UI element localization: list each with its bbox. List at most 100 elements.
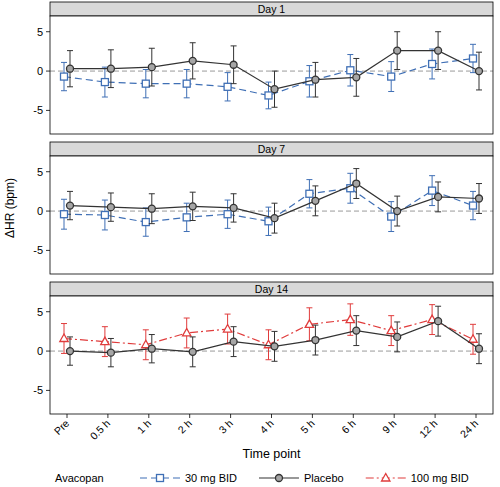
- error-bar-cap: [266, 207, 272, 208]
- error-bar-cap: [476, 363, 482, 364]
- panel-strip: [50, 2, 493, 16]
- x-tick: [435, 414, 436, 418]
- point: [271, 215, 278, 222]
- point: [271, 343, 278, 350]
- error-bar-cap: [394, 31, 400, 32]
- reference-line: [50, 351, 493, 352]
- error-bar-cap: [388, 61, 394, 62]
- error-bar-cap: [470, 324, 476, 325]
- error-bar-cap: [272, 233, 278, 234]
- error-bar: [394, 32, 400, 70]
- error-bar-cap: [272, 331, 278, 332]
- error-bar-cap: [312, 62, 318, 63]
- error-bar: [266, 207, 272, 235]
- error-bar-cap: [225, 200, 231, 201]
- error-bar-cap: [108, 87, 114, 88]
- point: [142, 219, 149, 226]
- error-bar-cap: [108, 192, 114, 193]
- point: [224, 211, 231, 218]
- error-bar-cap: [102, 200, 108, 201]
- point: [469, 335, 477, 343]
- data-layer: [60, 304, 483, 367]
- point: [312, 337, 319, 344]
- legend-label: Placebo: [304, 472, 344, 484]
- error-bar-cap: [225, 72, 231, 73]
- x-tick-label: 0.5 h: [87, 417, 112, 442]
- error-bar-cap: [435, 181, 441, 182]
- error-bar-cap: [388, 201, 394, 202]
- panel: Day 14-505Pre0.5 h1 h2 h3 h4 h5 h6 h9 h1…: [33, 282, 493, 442]
- error-bar-cap: [184, 69, 190, 70]
- error-bar-cap: [225, 314, 231, 315]
- error-bar: [429, 49, 435, 79]
- error-bar-cap: [476, 213, 482, 214]
- error-bar-cap: [61, 199, 67, 200]
- plot-frame: [50, 16, 493, 134]
- error-bar-cap: [184, 318, 190, 319]
- error-bar-cap: [476, 89, 482, 90]
- error-bar-cap: [61, 353, 67, 354]
- point: [265, 92, 272, 99]
- point: [346, 315, 354, 323]
- error-bar: [67, 191, 73, 219]
- point: [470, 202, 477, 209]
- error-bar-cap: [190, 220, 196, 221]
- error-bar-cap: [388, 315, 394, 316]
- error-bar-cap: [231, 222, 237, 223]
- error-bar: [108, 193, 114, 221]
- error-bar: [231, 327, 237, 357]
- error-bar-cap: [67, 50, 73, 51]
- error-bar: [61, 199, 67, 229]
- error-bar-cap: [190, 78, 196, 79]
- plot-area: [50, 156, 493, 274]
- panel-title: Day 14: [255, 283, 288, 295]
- error-bar-cap: [429, 334, 435, 335]
- point: [394, 333, 401, 340]
- error-bar-cap: [394, 351, 400, 352]
- error-bar: [149, 335, 155, 363]
- point: [435, 193, 442, 200]
- point: [476, 68, 483, 75]
- error-bar-cap: [353, 315, 359, 316]
- error-bar-cap: [102, 326, 108, 327]
- x-tick-label: 2 h: [175, 417, 194, 436]
- error-bar: [231, 46, 237, 84]
- point: [183, 214, 190, 221]
- x-tick: [312, 414, 313, 418]
- point: [189, 348, 196, 355]
- y-tick: [46, 171, 50, 172]
- error-bar-cap: [67, 336, 73, 337]
- error-bar-cap: [190, 336, 196, 337]
- error-bar-cap: [435, 31, 441, 32]
- point: [429, 60, 436, 67]
- error-bar-cap: [225, 100, 231, 101]
- y-tick-label: -5: [33, 104, 43, 116]
- error-bar: [435, 182, 441, 212]
- y-tick-label: 5: [37, 306, 43, 318]
- error-bar: [312, 62, 318, 97]
- error-bar: [353, 58, 359, 96]
- legend-title: Avacopan: [55, 472, 104, 484]
- error-bar: [102, 200, 108, 230]
- error-bar-cap: [435, 211, 441, 212]
- x-tick-label: 12 h: [417, 417, 440, 440]
- point: [435, 318, 442, 325]
- x-tick: [67, 414, 68, 418]
- x-axis-label: Time point: [243, 447, 301, 461]
- page: {"legend_title": "Avacopan", "chart_data…: [0, 0, 500, 487]
- x-tick-label: 4 h: [257, 417, 276, 436]
- y-axis-label: ΔHR (bpm): [3, 178, 17, 238]
- error-bar-cap: [61, 229, 67, 230]
- point: [67, 348, 74, 355]
- legend: Avacopan30 mg BIDPlacebo100 mg BID: [55, 472, 469, 484]
- error-bar: [108, 50, 114, 88]
- error-bar-cap: [353, 168, 359, 169]
- error-bar-cap: [266, 329, 272, 330]
- panel-strip: [50, 142, 493, 156]
- legend-label: 30 mg BID: [185, 472, 237, 484]
- error-bar-cap: [190, 42, 196, 43]
- error-bar-cap: [143, 359, 149, 360]
- error-bar-cap: [108, 338, 114, 339]
- point: [312, 76, 319, 83]
- reference-line: [50, 211, 493, 212]
